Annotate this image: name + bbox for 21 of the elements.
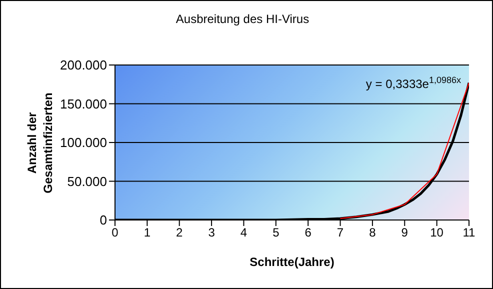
- y-tick-label: 150.000: [60, 96, 107, 112]
- y-axis-title: Anzahl der Gesamtinfizierten: [24, 91, 56, 195]
- x-tick-label: 5: [272, 226, 280, 240]
- y-tick-label: 50.000: [67, 174, 107, 189]
- x-tick-label: 4: [240, 226, 248, 240]
- y-tick-label: 0: [100, 212, 107, 228]
- x-tick-label: 8: [369, 226, 376, 240]
- x-tick-label: 7: [336, 226, 344, 240]
- chart-title: Ausbreitung des HI-Virus: [174, 12, 310, 26]
- annotation: y = 0,3333e$^{1,0986x}$: [366, 75, 462, 91]
- x-tick-label: 2: [176, 226, 184, 240]
- x-tick-label: 6: [304, 226, 312, 240]
- y-tick-label: 100.000: [60, 135, 107, 150]
- x-tick-label: 10: [430, 226, 444, 240]
- x-tick-label: 1: [144, 226, 151, 240]
- x-tick-label: 0: [112, 226, 119, 240]
- x-tick-label: 11: [462, 226, 476, 240]
- x-tick-label: 9: [401, 226, 408, 240]
- x-tick-label: 3: [208, 226, 216, 240]
- x-axis-title: Schritte(Jahre): [248, 255, 336, 269]
- y-tick-label: 200.000: [60, 58, 107, 73]
